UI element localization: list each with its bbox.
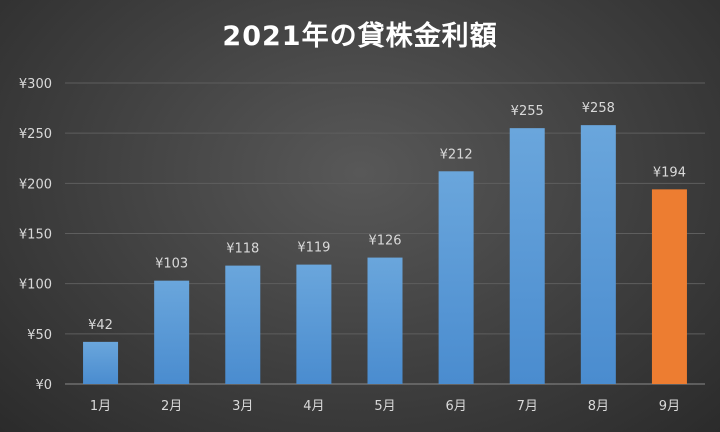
data-label: ¥212 (440, 147, 473, 162)
x-tick-label: 4月 (303, 399, 324, 414)
bar-highlight (651, 189, 687, 384)
y-tick-label: ¥50 (27, 328, 52, 343)
bars (83, 125, 687, 384)
y-tick-label: ¥300 (19, 77, 52, 92)
bar (438, 171, 474, 384)
bar (83, 341, 119, 384)
data-label: ¥119 (297, 241, 330, 256)
bar (580, 125, 616, 384)
x-tick-label: 8月 (588, 399, 609, 414)
data-label: ¥126 (368, 234, 401, 249)
x-tick-label: 7月 (517, 399, 538, 414)
y-tick-label: ¥100 (19, 278, 52, 293)
bar (367, 257, 403, 384)
y-tick-label: ¥0 (35, 378, 52, 393)
x-tick-label: 6月 (445, 399, 466, 414)
x-tick-label: 2月 (161, 399, 182, 414)
y-axis-labels: ¥0 ¥50 ¥100 ¥150 ¥200 ¥250 ¥300 (19, 77, 52, 393)
y-tick-label: ¥150 (19, 228, 52, 243)
x-tick-label: 1月 (90, 399, 111, 414)
data-label: ¥255 (511, 104, 544, 119)
x-tick-label: 3月 (232, 399, 253, 414)
chart-title: 2021年の貸株金利額 (222, 21, 498, 52)
bar (509, 128, 545, 384)
data-label: ¥103 (155, 257, 188, 272)
data-labels: ¥42 ¥103 ¥118 ¥119 ¥126 ¥212 ¥255 ¥258 ¥194 (88, 101, 686, 333)
data-label: ¥194 (653, 165, 686, 180)
data-label: ¥118 (226, 242, 259, 257)
y-tick-label: ¥250 (19, 127, 52, 142)
x-axis-labels: 1月 2月 3月 4月 5月 6月 7月 8月 9月 (90, 399, 680, 414)
x-tick-label: 5月 (374, 399, 395, 414)
y-tick-label: ¥200 (19, 177, 52, 192)
bar (225, 265, 261, 384)
bar (296, 264, 332, 384)
data-label: ¥42 (88, 318, 113, 333)
x-tick-label: 9月 (659, 399, 680, 414)
bar (154, 280, 190, 384)
data-label: ¥258 (582, 101, 615, 116)
